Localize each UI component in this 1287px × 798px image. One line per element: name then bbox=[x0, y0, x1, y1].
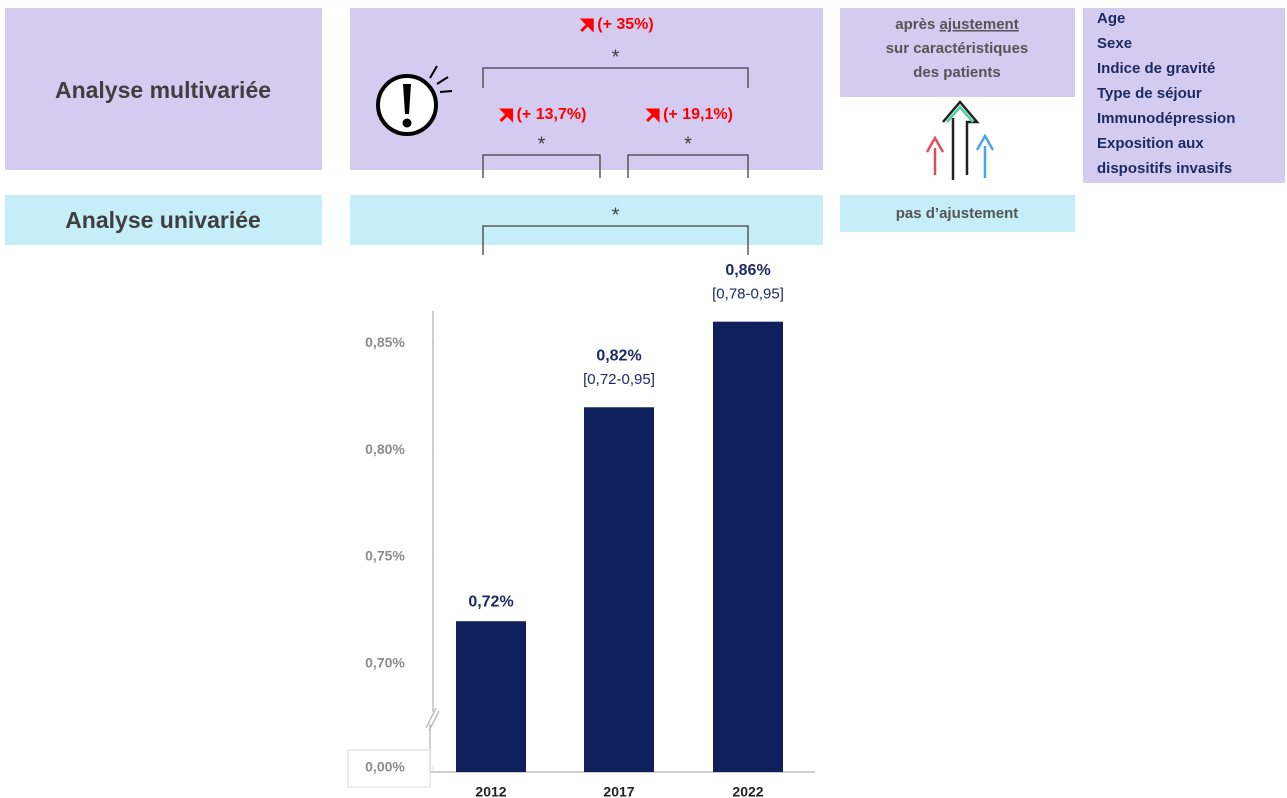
significance-star: * bbox=[538, 133, 546, 155]
covariate: Sexe bbox=[1097, 35, 1132, 52]
no-adjustment-label: pas d’ajustement bbox=[896, 205, 1019, 222]
adjustment-underlined: ajustement bbox=[940, 16, 1019, 33]
adjustment-line: des patients bbox=[913, 64, 1001, 81]
bracket bbox=[627, 154, 749, 178]
x-tick-label: 2022 bbox=[732, 784, 763, 798]
no-adjustment-box bbox=[840, 195, 1075, 232]
covariate: dispositifs invasifs bbox=[1097, 160, 1232, 177]
bar bbox=[456, 621, 526, 772]
warning-icon bbox=[376, 65, 453, 136]
increase-arrow bbox=[579, 18, 594, 33]
increase-label: (+ 13,7%) bbox=[517, 106, 587, 123]
y-tick-label: 0,70% bbox=[365, 655, 405, 671]
tick-box bbox=[347, 749, 431, 788]
multivariate-label: Analyse multivariée bbox=[55, 77, 271, 103]
univariate-panel bbox=[350, 195, 823, 245]
x-tick-label: 2017 bbox=[603, 784, 634, 798]
bar bbox=[713, 321, 783, 772]
value-label: 0,86% bbox=[725, 262, 770, 279]
bracket bbox=[482, 154, 601, 178]
growth-icon bbox=[925, 100, 995, 180]
increase-label: (+ 35%) bbox=[597, 16, 653, 33]
value-label: 0,72% bbox=[468, 593, 513, 610]
y-tick-label: 0,80% bbox=[365, 441, 405, 457]
adjustment-text: après bbox=[895, 16, 935, 33]
multivariate-box bbox=[5, 8, 322, 170]
covariates-box bbox=[1083, 8, 1285, 183]
interval-label: [0,78-0,95] bbox=[712, 286, 784, 303]
covariate: Type de séjour bbox=[1097, 85, 1202, 102]
significance-star: * bbox=[612, 46, 620, 68]
covariate: Exposition aux bbox=[1097, 135, 1204, 152]
significance-star: * bbox=[612, 204, 620, 226]
bracket bbox=[482, 225, 749, 255]
y-tick-label: 0,00% bbox=[365, 759, 405, 775]
y-tick-label: 0,85% bbox=[365, 334, 405, 350]
value-label: 0,82% bbox=[596, 347, 641, 364]
y-tick-label: 0,75% bbox=[365, 548, 405, 564]
covariate: Indice de gravité bbox=[1097, 60, 1215, 77]
univariate-label: Analyse univariée bbox=[65, 207, 261, 233]
significance-star: * bbox=[684, 133, 692, 155]
axis-break bbox=[425, 707, 440, 732]
bar bbox=[584, 407, 654, 772]
adjustment-line: sur caractéristiques bbox=[886, 40, 1029, 57]
bracket bbox=[482, 67, 749, 88]
covariate: Immunodépression bbox=[1097, 110, 1235, 127]
increase-arrow bbox=[498, 108, 514, 123]
adjustment-line: après ajustement bbox=[895, 16, 1018, 33]
adjustment-box bbox=[840, 8, 1075, 97]
increase-arrow bbox=[645, 108, 660, 123]
increase-label: (+ 19,1%) bbox=[663, 106, 733, 123]
x-tick-label: 2012 bbox=[475, 784, 506, 798]
interval-label: [0,72-0,95] bbox=[583, 371, 655, 388]
covariate: Age bbox=[1097, 10, 1125, 27]
univariate-box bbox=[5, 195, 322, 245]
